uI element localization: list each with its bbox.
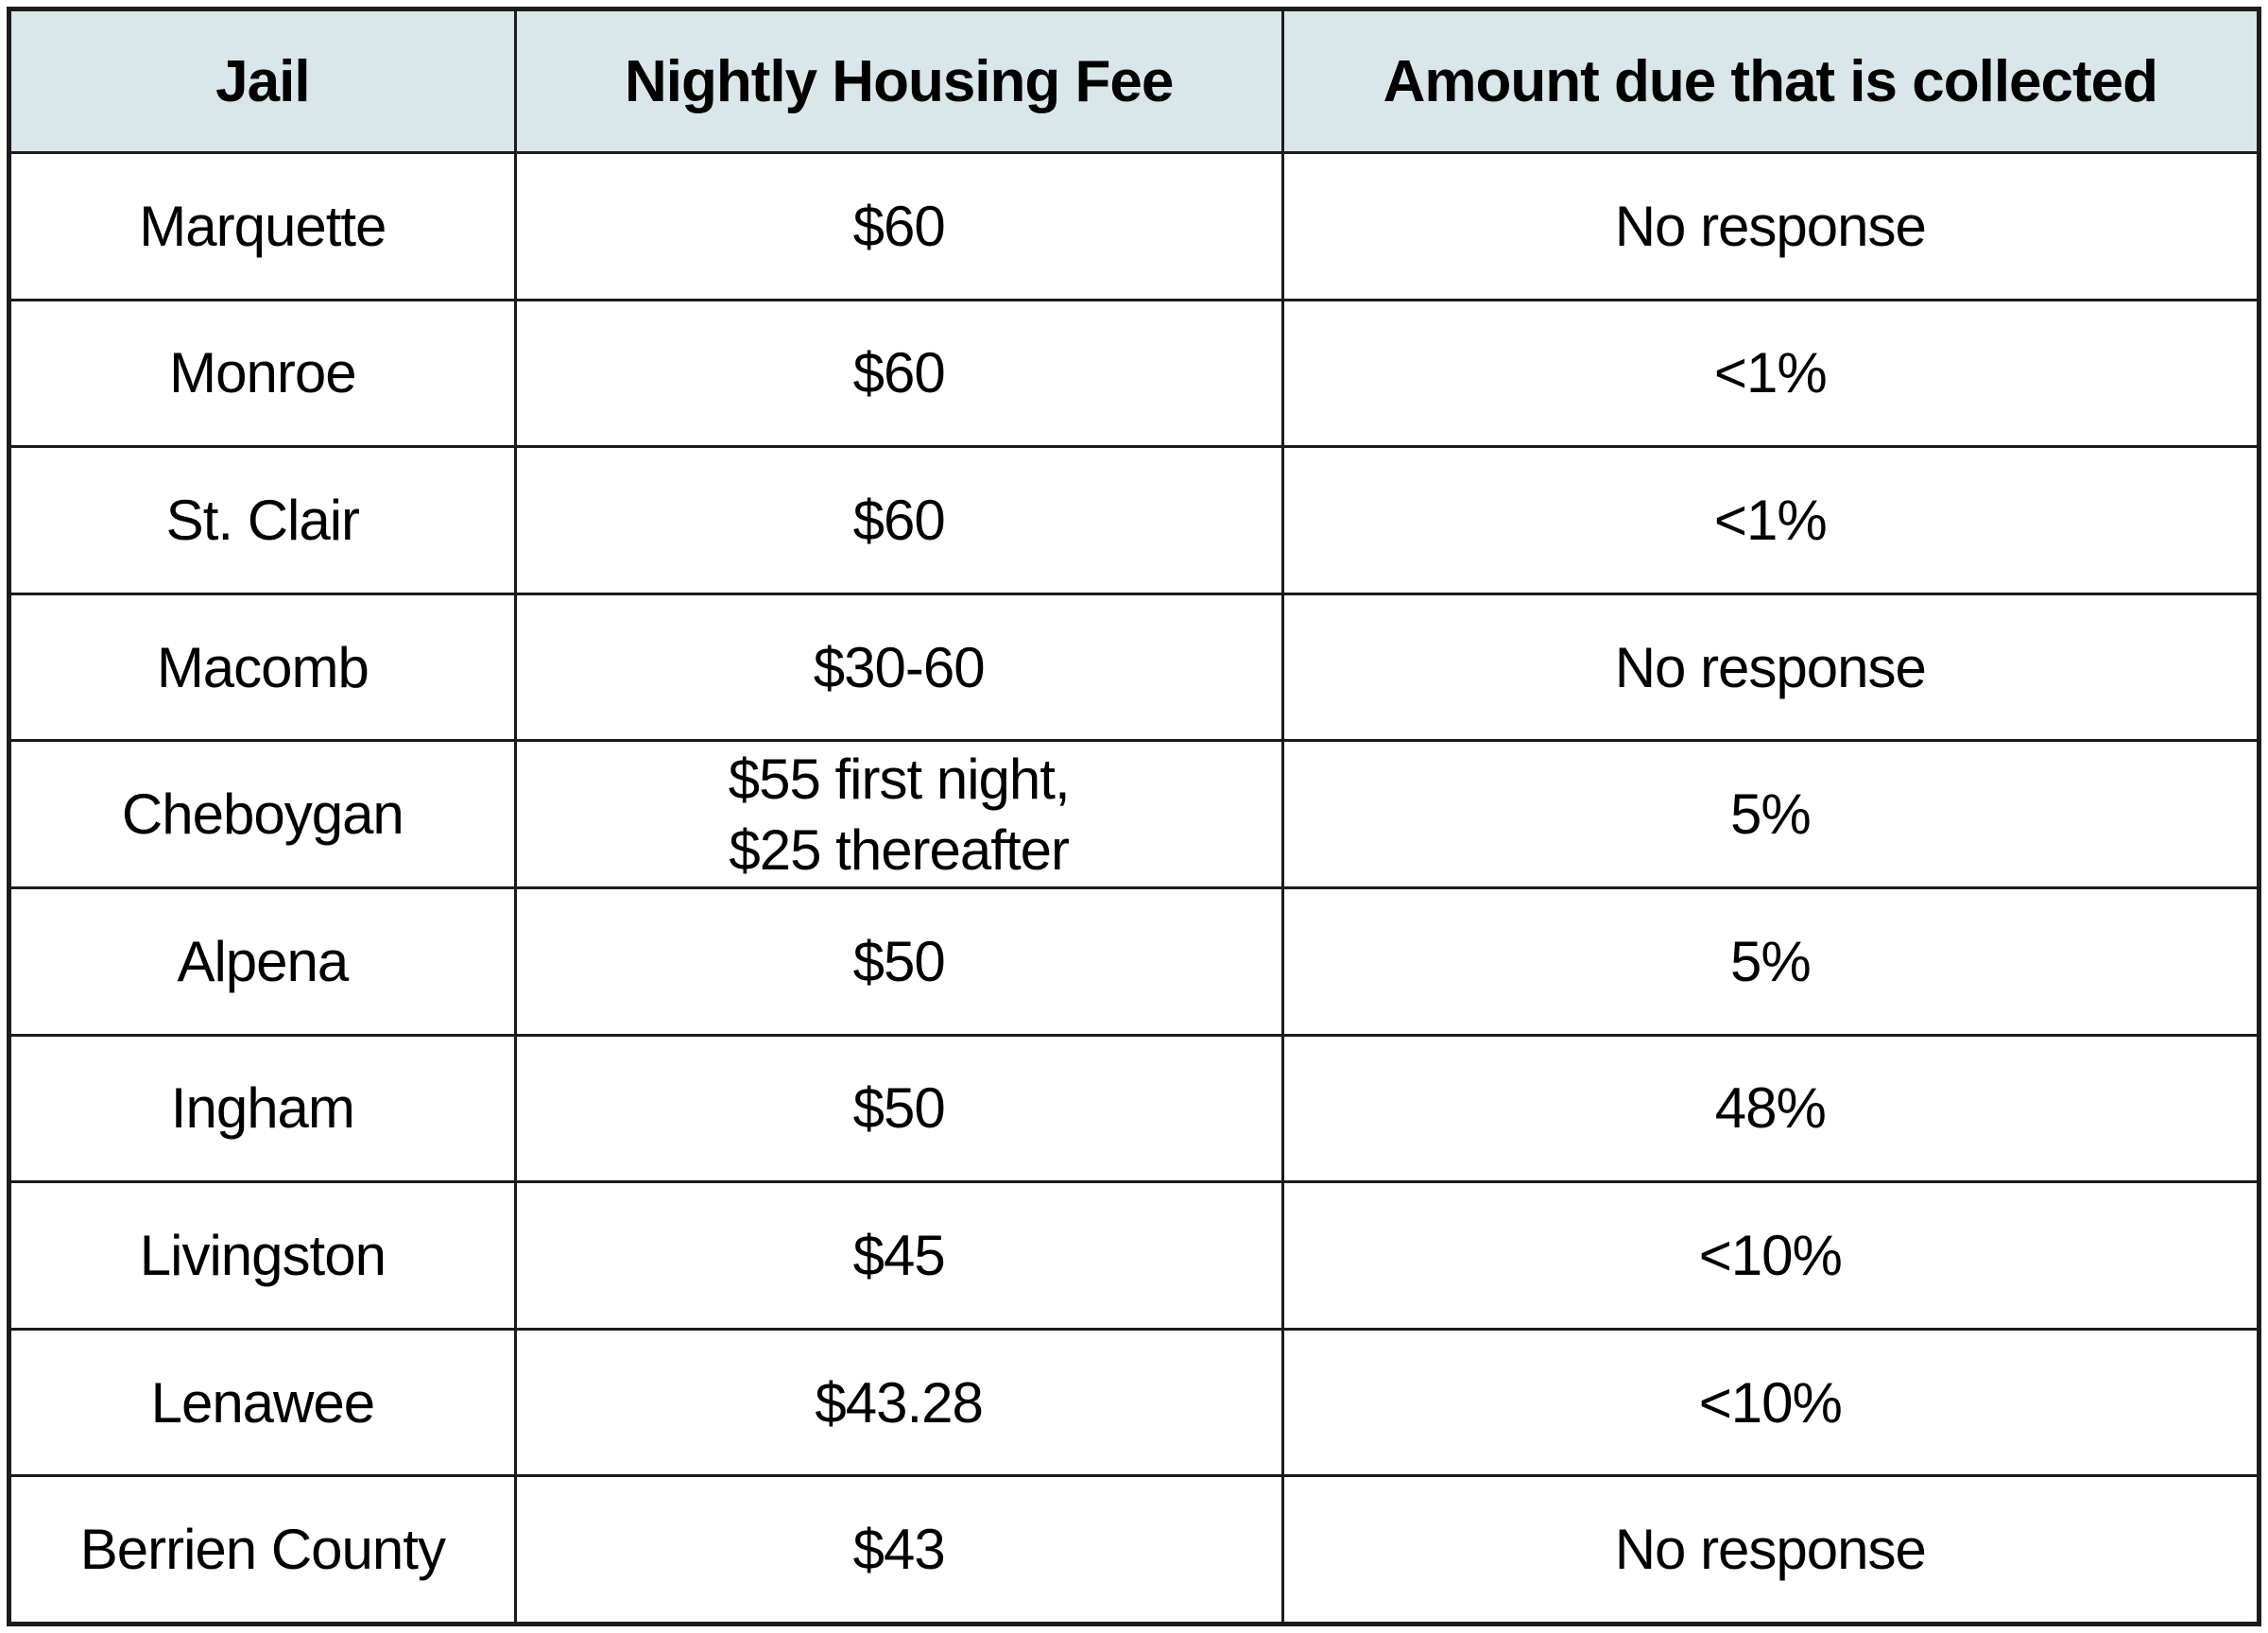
jail-cell: Marquette bbox=[8, 151, 517, 301]
collected-cell: 5% bbox=[1280, 739, 2261, 889]
jail-cell: Lenawee bbox=[8, 1327, 517, 1478]
collected-cell: No response bbox=[1280, 1474, 2261, 1625]
table-row: Ingham $50 48% bbox=[8, 1033, 2261, 1184]
fee-cell: $50 bbox=[513, 885, 1284, 1037]
table-row: Berrien County $43 No response bbox=[8, 1474, 2261, 1625]
table-header: Jail Nightly Housing Fee Amount due that… bbox=[8, 8, 2261, 154]
table-row: Lenawee $43.28 <10% bbox=[8, 1327, 2261, 1478]
collected-cell: <1% bbox=[1280, 445, 2261, 595]
jail-fee-table: Jail Nightly Housing Fee Amount due that… bbox=[7, 7, 2261, 1626]
fee-cell: $43.28 bbox=[513, 1327, 1284, 1478]
fee-cell: $60 bbox=[513, 298, 1284, 449]
fee-cell: $43 bbox=[513, 1474, 1284, 1625]
jail-cell: Monroe bbox=[8, 298, 517, 449]
table-row: Cheboygan $55 first night, $25 thereafte… bbox=[8, 739, 2261, 889]
column-header-jail: Jail bbox=[8, 8, 517, 154]
fee-cell: $60 bbox=[513, 151, 1284, 301]
collected-cell: <10% bbox=[1280, 1327, 2261, 1478]
table-row: St. Clair $60 <1% bbox=[8, 445, 2261, 595]
collected-cell: <10% bbox=[1280, 1180, 2261, 1331]
collected-cell: No response bbox=[1280, 151, 2261, 301]
jail-cell: Macomb bbox=[8, 592, 517, 743]
column-header-fee: Nightly Housing Fee bbox=[513, 8, 1284, 154]
table-row: Macomb $30-60 No response bbox=[8, 592, 2261, 743]
fee-cell: $60 bbox=[513, 445, 1284, 595]
table-row: Monroe $60 <1% bbox=[8, 298, 2261, 449]
collected-cell: No response bbox=[1280, 592, 2261, 743]
fee-cell: $55 first night, $25 thereafter bbox=[513, 739, 1284, 889]
jail-cell: Berrien County bbox=[8, 1474, 517, 1625]
header-row: Jail Nightly Housing Fee Amount due that… bbox=[8, 8, 2261, 154]
table-row: Marquette $60 No response bbox=[8, 151, 2261, 301]
jail-cell: Cheboygan bbox=[8, 739, 517, 889]
table-row: Alpena $50 5% bbox=[8, 885, 2261, 1037]
fee-cell: $50 bbox=[513, 1033, 1284, 1184]
table-row: Livingston $45 <10% bbox=[8, 1180, 2261, 1331]
collected-cell: <1% bbox=[1280, 298, 2261, 449]
table-body: Marquette $60 No response Monroe $60 <1%… bbox=[8, 151, 2261, 1625]
jail-cell: Livingston bbox=[8, 1180, 517, 1331]
jail-cell: Ingham bbox=[8, 1033, 517, 1184]
jail-cell: Alpena bbox=[8, 885, 517, 1037]
fee-cell: $45 bbox=[513, 1180, 1284, 1331]
fee-cell: $30-60 bbox=[513, 592, 1284, 743]
column-header-collected: Amount due that is collected bbox=[1280, 8, 2261, 154]
jail-cell: St. Clair bbox=[8, 445, 517, 595]
collected-cell: 48% bbox=[1280, 1033, 2261, 1184]
collected-cell: 5% bbox=[1280, 885, 2261, 1037]
